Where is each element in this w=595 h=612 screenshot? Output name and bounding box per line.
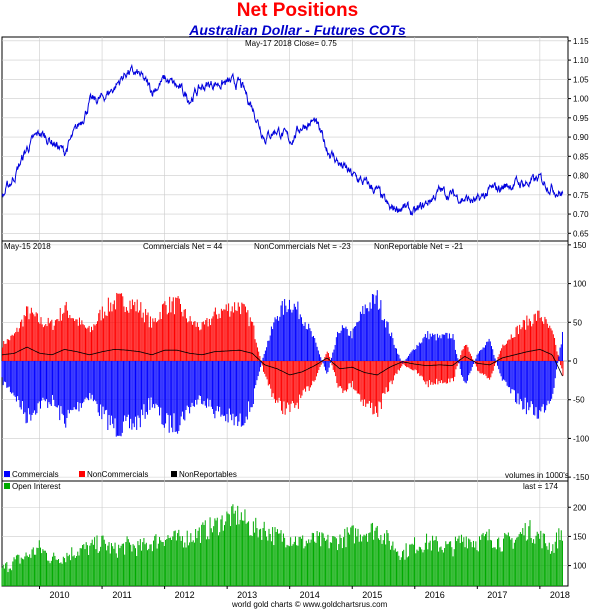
y-tick-label: -50: [573, 396, 585, 405]
y-tick-label: 50: [573, 318, 582, 327]
y-tick-label: 1.05: [573, 75, 589, 84]
y-tick-label: 0.75: [573, 191, 589, 200]
y-tick-label: 0: [573, 357, 578, 366]
gridlines: [2, 37, 571, 589]
audusd-price-line: [1, 63, 564, 216]
legend-swatch-nonreportables: [171, 471, 177, 477]
x-tick-label: 2015: [362, 590, 382, 600]
panel-frame: [1, 36, 569, 242]
x-tick-label: 2010: [50, 590, 70, 600]
y-tick-label: 100: [573, 562, 587, 571]
cot-date: May-15 2018: [4, 242, 51, 251]
nonreportables-line: [1, 346, 563, 377]
y-tick-label: 150: [573, 241, 587, 250]
price-line: [1, 63, 564, 216]
y-tick-label: 200: [573, 503, 587, 512]
y-tick-label: 0.80: [573, 172, 589, 181]
commercials-net-label: Commercials Net = 44: [143, 242, 223, 251]
y-tick-label: 100: [573, 280, 587, 289]
nonreportables-series-line: [1, 346, 563, 377]
y-tick-label: 1.00: [573, 95, 589, 104]
y-tick-label: -150: [573, 473, 590, 482]
y-tick-label: -100: [573, 434, 590, 443]
x-tick-label: 2011: [112, 590, 131, 600]
legend-nonreportables: NonReportables: [179, 470, 237, 479]
legend-commercials: Commercials: [12, 470, 59, 479]
y-tick-label: 0.70: [573, 210, 589, 219]
x-tick-label: 2018: [550, 590, 570, 600]
y-tick-label: 1.15: [573, 37, 589, 46]
last-oi-note: last = 174: [523, 482, 558, 491]
price-header: May-17 2018 Close= 0.75: [245, 39, 337, 48]
x-tick-label: 2016: [425, 590, 445, 600]
y-tick-label: 0.65: [573, 229, 589, 238]
axis-labels: 2010 2011 2012 2013 2014 2015 2016 2017 2018 1.15…: [50, 37, 590, 600]
legend-open-interest: Open Interest: [12, 482, 61, 491]
cot-bars: [1, 290, 564, 437]
chart-subtitle: Australian Dollar - Futures COTs: [189, 22, 406, 38]
footer-credit: world gold charts © www.goldchartsrus.co…: [231, 600, 388, 609]
open-interest-bars: [1, 504, 563, 586]
x-tick-label: 2014: [300, 590, 320, 600]
nonreportable-net-label: NonReportable Net = -21: [374, 242, 464, 251]
noncommercials-net-label: NonCommercials Net = -23: [254, 242, 351, 251]
chart-title: Net Positions: [236, 0, 359, 21]
legend-swatch-open-interest: [4, 483, 10, 489]
x-tick-label: 2017: [487, 590, 507, 600]
x-tick-label: 2013: [237, 590, 257, 600]
volumes-note: volumes in 1000's: [505, 471, 569, 480]
legend-swatch-noncommercials: [79, 471, 85, 477]
y-tick-label: 0.95: [573, 114, 589, 123]
x-tick-label: 2012: [175, 590, 195, 600]
cot-legend: Commercials NonCommercials NonReportable…: [4, 470, 237, 479]
legend-swatch-commercials: [4, 471, 10, 477]
y-tick-label: 0.85: [573, 152, 589, 161]
y-tick-label: 1.10: [573, 56, 589, 65]
y-tick-label: 0.90: [573, 133, 589, 142]
legend-noncommercials: NonCommercials: [87, 470, 148, 479]
y-tick-label: 150: [573, 532, 587, 541]
